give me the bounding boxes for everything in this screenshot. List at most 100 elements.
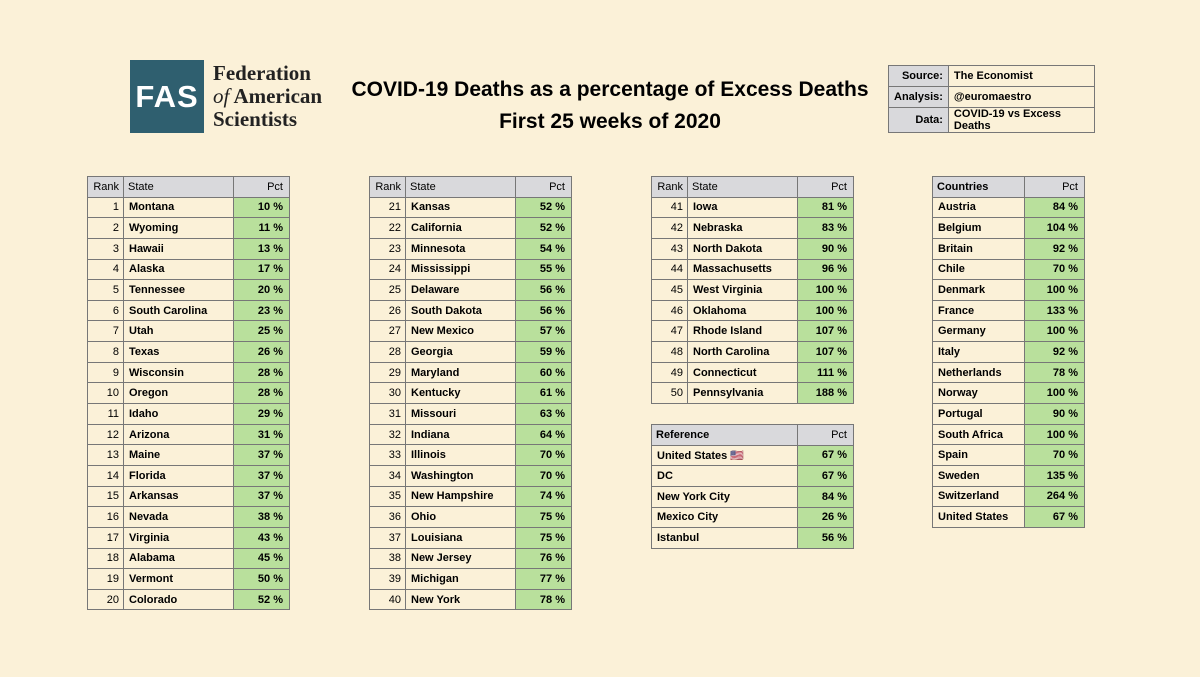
title-line-1: COVID-19 Deaths as a percentage of Exces… [351, 78, 869, 101]
pct-cell: 59 % [515, 341, 572, 363]
state-cell: Oklahoma [687, 299, 798, 322]
state-cell: Virginia [123, 526, 234, 549]
pct-cell: 100 % [1024, 382, 1085, 405]
pct-cell: 77 % [515, 568, 572, 590]
pct-cell: 75 % [515, 506, 572, 528]
table-row: Denmark 100 % [932, 279, 1085, 301]
state-header: State [405, 176, 516, 198]
table-header-row: Reference Pct [651, 424, 854, 446]
table-row: New York City 84 % [651, 485, 854, 508]
reference-name-cell: New York City [651, 485, 798, 508]
pct-cell: 20 % [233, 279, 290, 301]
table-row: 18 Alabama 45 % [87, 547, 290, 570]
countries-name-cell: Austria [932, 196, 1025, 219]
state-cell: Idaho [123, 403, 234, 425]
table-row: 40 New York 78 % [369, 588, 572, 611]
pct-cell: 81 % [797, 196, 854, 219]
pct-cell: 60 % [515, 361, 572, 384]
state-cell: Wisconsin [123, 361, 234, 384]
pct-cell: 54 % [515, 237, 572, 260]
state-cell: North Dakota [687, 237, 798, 260]
table-header-row: Countries Pct [932, 176, 1085, 198]
pct-cell: 70 % [1024, 444, 1085, 466]
table-row: 38 New Jersey 76 % [369, 547, 572, 570]
table-header-row: Rank State Pct [87, 176, 290, 198]
state-cell: Minnesota [405, 237, 516, 260]
rank-cell: 3 [87, 237, 124, 260]
countries-name-cell: Sweden [932, 464, 1025, 487]
state-cell: Colorado [123, 588, 234, 611]
table-row: Belgium 104 % [932, 217, 1085, 239]
info-key: Data: [888, 107, 949, 133]
page-title: COVID-19 Deaths as a percentage of Exces… [340, 74, 880, 138]
pct-header: Pct [1024, 176, 1085, 198]
pct-cell: 264 % [1024, 485, 1085, 508]
table-header-row: Rank State Pct [651, 176, 854, 198]
state-cell: Montana [123, 196, 234, 219]
table-row: 24 Mississippi 55 % [369, 258, 572, 281]
rank-cell: 18 [87, 547, 124, 570]
table-row: Norway 100 % [932, 382, 1085, 405]
table-row: 28 Georgia 59 % [369, 341, 572, 363]
rank-cell: 30 [369, 382, 406, 405]
rank-cell: 20 [87, 588, 124, 611]
pct-cell: 37 % [233, 444, 290, 466]
rank-cell: 41 [651, 196, 688, 219]
state-cell: Louisiana [405, 526, 516, 549]
state-cell: Maryland [405, 361, 516, 384]
rank-cell: 6 [87, 299, 124, 322]
rank-cell: 1 [87, 196, 124, 219]
info-row: Analysis: @euromaestro [888, 86, 1095, 108]
rank-cell: 42 [651, 217, 688, 239]
table-row: 45 West Virginia 100 % [651, 279, 854, 301]
table-row: 41 Iowa 81 % [651, 196, 854, 219]
rank-cell: 37 [369, 526, 406, 549]
fas-logo: FAS Federation of American Scientists [130, 60, 322, 133]
state-cell: Pennsylvania [687, 382, 798, 405]
table-row: 21 Kansas 52 % [369, 196, 572, 219]
pct-cell: 52 % [515, 217, 572, 239]
table-row: 13 Maine 37 % [87, 444, 290, 466]
table-row: 23 Minnesota 54 % [369, 237, 572, 260]
state-cell: Vermont [123, 568, 234, 590]
pct-cell: 100 % [1024, 320, 1085, 343]
pct-cell: 92 % [1024, 341, 1085, 363]
table-row: 8 Texas 26 % [87, 341, 290, 363]
rank-cell: 28 [369, 341, 406, 363]
table-row: 3 Hawaii 13 % [87, 237, 290, 260]
logo-line-1: Federation [213, 61, 311, 85]
pct-cell: 90 % [797, 237, 854, 260]
reference-name-cell: United States 🇺🇸 [651, 444, 798, 467]
state-cell: Arizona [123, 423, 234, 446]
pct-cell: 100 % [1024, 279, 1085, 301]
rank-cell: 46 [651, 299, 688, 322]
rank-cell: 11 [87, 403, 124, 425]
state-cell: California [405, 217, 516, 239]
countries-name-cell: Switzerland [932, 485, 1025, 508]
table-row: 34 Washington 70 % [369, 464, 572, 487]
table-row: 4 Alaska 17 % [87, 258, 290, 281]
rank-cell: 5 [87, 279, 124, 301]
pct-cell: 100 % [797, 299, 854, 322]
info-row: Source: The Economist [888, 65, 1095, 87]
pct-cell: 83 % [797, 217, 854, 239]
state-cell: Connecticut [687, 361, 798, 384]
table-row: 42 Nebraska 83 % [651, 217, 854, 239]
rank-cell: 16 [87, 506, 124, 528]
table-row: 44 Massachusetts 96 % [651, 258, 854, 281]
state-cell: Maine [123, 444, 234, 466]
logo-line-3: Scientists [213, 107, 297, 131]
pct-cell: 67 % [1024, 506, 1085, 528]
pct-cell: 63 % [515, 403, 572, 425]
state-cell: Hawaii [123, 237, 234, 260]
rank-header: Rank [651, 176, 688, 198]
pct-cell: 67 % [797, 444, 854, 467]
countries-name-cell: United States [932, 506, 1025, 528]
pct-cell: 25 % [233, 320, 290, 343]
pct-cell: 28 % [233, 361, 290, 384]
state-cell: Tennessee [123, 279, 234, 301]
state-cell: Oregon [123, 382, 234, 405]
rank-cell: 19 [87, 568, 124, 590]
pct-cell: 43 % [233, 526, 290, 549]
state-cell: Washington [405, 464, 516, 487]
